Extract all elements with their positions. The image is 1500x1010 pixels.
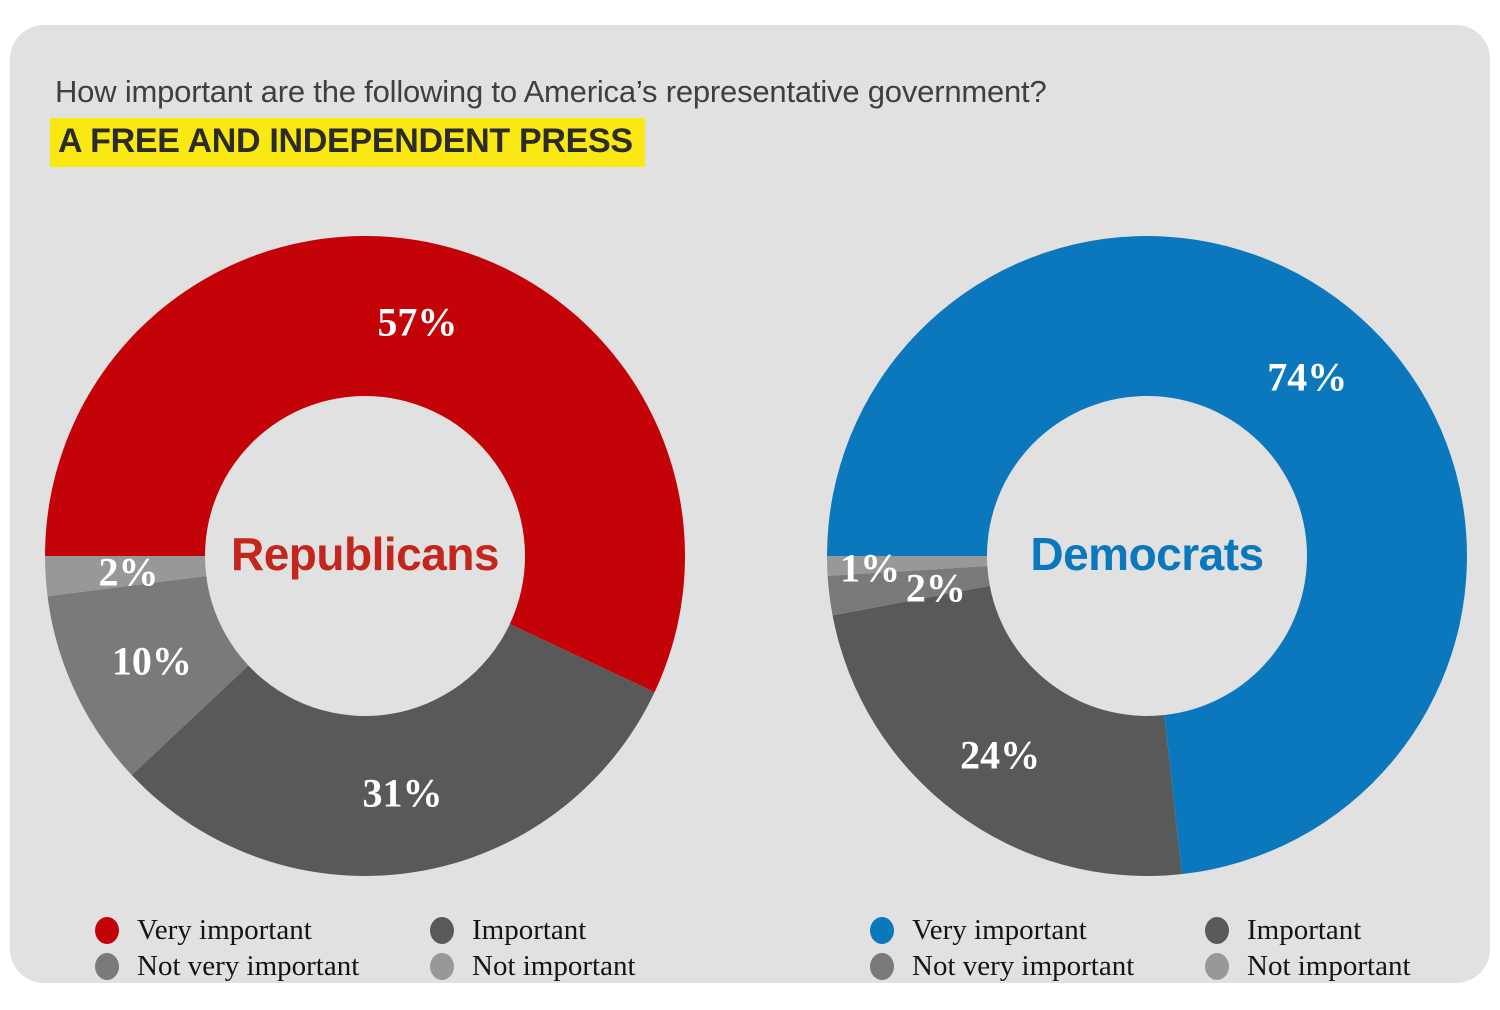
legend-republicans: Very important Important Not very import… <box>95 913 636 982</box>
legend-item: Not important <box>1205 949 1411 982</box>
legend-item: Not very important <box>95 949 430 982</box>
segment-value-label: 31% <box>362 770 443 816</box>
chart-topic-highlight: A FREE AND INDEPENDENT PRESS <box>50 118 645 167</box>
donut-center-label-republicans: Republicans <box>230 527 500 580</box>
segment-value-label: 2% <box>98 549 159 595</box>
legend-item: Very important <box>870 913 1205 946</box>
chart-card: How important are the following to Ameri… <box>10 25 1490 983</box>
legend-item: Not very important <box>870 949 1205 982</box>
legend-item: Important <box>430 913 636 946</box>
segment-value-label: 2% <box>905 565 966 611</box>
chart-question-title: How important are the following to Ameri… <box>55 74 1047 109</box>
donut-segment-republicans-1 <box>131 624 655 876</box>
donut-segment-democrats-3 <box>827 556 988 576</box>
donut-segment-republicans-3 <box>45 556 207 597</box>
segment-value-label: 10% <box>111 638 192 684</box>
legend-label: Not important <box>1247 949 1411 982</box>
legend-swatch-icon <box>430 916 454 944</box>
donut-segment-republicans-2 <box>47 576 249 776</box>
donut-segment-democrats-1 <box>832 585 1182 876</box>
segment-value-label: 24% <box>960 732 1041 778</box>
legend-item: Important <box>1205 913 1411 946</box>
donut-segment-democrats-2 <box>827 565 990 616</box>
legend-label: Not very important <box>912 949 1135 982</box>
legend-label: Important <box>472 913 587 946</box>
donut-center-label-democrats: Democrats <box>1030 527 1264 580</box>
legend-label: Very important <box>137 913 312 946</box>
legend-label: Important <box>1247 913 1362 946</box>
legend-swatch-icon <box>95 952 119 980</box>
donut-segment-democrats-0 <box>827 236 1467 875</box>
legend-swatch-icon <box>95 916 119 944</box>
donut-svg-republicans <box>45 236 685 876</box>
donut-chart-republicans: Republicans 57% 31% 10% 2% <box>45 236 685 876</box>
segment-value-label: 57% <box>377 299 458 345</box>
donut-chart-democrats: Democrats 74% 24% 2% 1% <box>827 236 1467 876</box>
legend-item: Very important <box>95 913 430 946</box>
legend-swatch-icon <box>1205 952 1229 980</box>
segment-value-label: 1% <box>840 545 901 591</box>
legend-item: Not important <box>430 949 636 982</box>
legend-label: Not important <box>472 949 636 982</box>
legend-swatch-icon <box>430 952 454 980</box>
legend-democrats: Very important Important Not very import… <box>870 913 1411 982</box>
legend-swatch-icon <box>870 916 894 944</box>
legend-swatch-icon <box>870 952 894 980</box>
legend-swatch-icon <box>1205 916 1229 944</box>
legend-label: Not very important <box>137 949 360 982</box>
legend-label: Very important <box>912 913 1087 946</box>
donut-segment-republicans-0 <box>45 236 685 693</box>
donut-svg-democrats <box>827 236 1467 876</box>
segment-value-label: 74% <box>1267 354 1348 400</box>
